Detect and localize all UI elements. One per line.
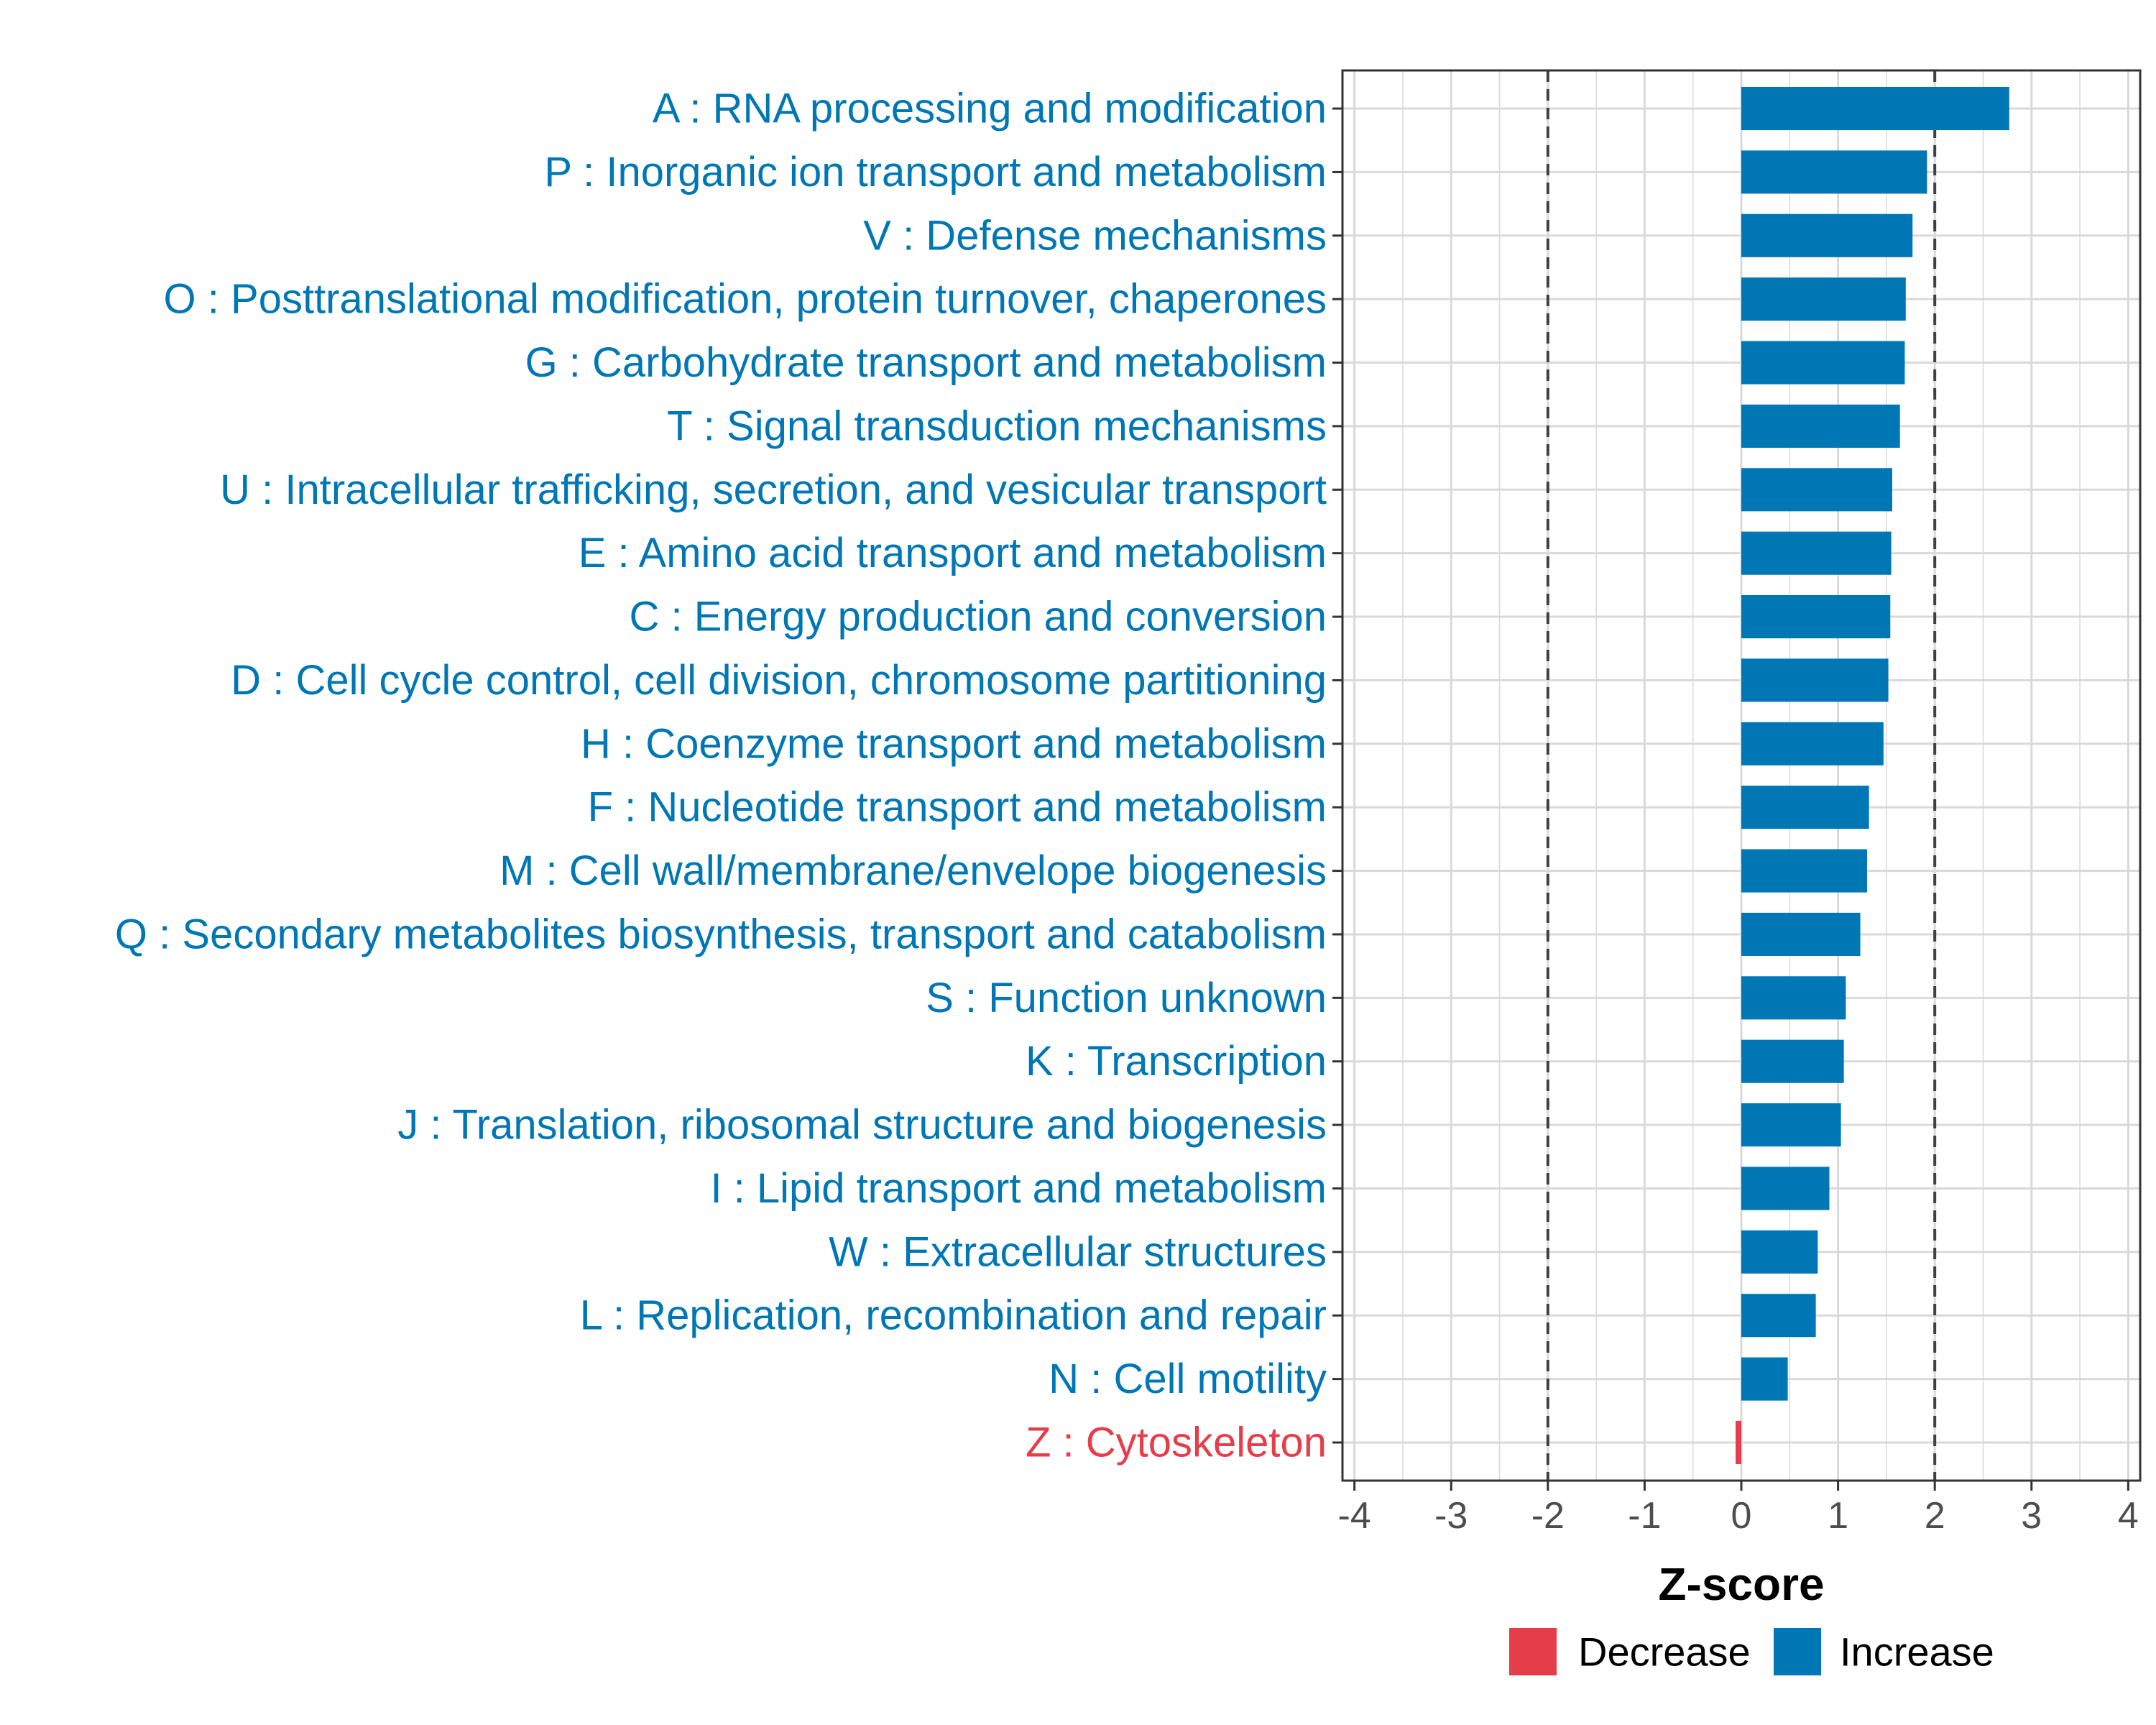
- bar: [1741, 1103, 1841, 1147]
- bar: [1741, 404, 1900, 448]
- y-tick-label: I : Lipid transport and metabolism: [710, 1165, 1327, 1212]
- bar: [1741, 341, 1905, 385]
- legend-swatch-increase: [1774, 1628, 1821, 1675]
- threshold-layer: [1546, 70, 1937, 1481]
- y-tick-label: F : Nucleotide transport and metabolism: [588, 784, 1327, 831]
- y-tick-label: G : Carbohydrate transport and metabolis…: [525, 339, 1327, 386]
- x-tick-label: 3: [2021, 1495, 2042, 1537]
- x-tick-label: -2: [1531, 1495, 1565, 1537]
- bar: [1741, 1039, 1844, 1083]
- bar: [1741, 912, 1861, 956]
- bar: [1741, 658, 1889, 702]
- y-axis: A : RNA processing and modification P : I…: [115, 86, 1342, 1466]
- bar: [1741, 1294, 1816, 1338]
- bar: [1741, 468, 1892, 512]
- y-tick-label: U : Intracellular trafficking, secretion…: [220, 466, 1327, 513]
- y-tick-label: W : Extracellular structures: [829, 1228, 1327, 1275]
- bar: [1741, 86, 2009, 131]
- x-axis: -4 -3 -2 -1 0 1 2 3 4: [1338, 1481, 2139, 1537]
- y-tick-label: Q : Secondary metabolites biosynthesis, …: [115, 911, 1327, 957]
- legend-label-decrease: Decrease: [1578, 1629, 1751, 1675]
- legend-label-increase: Increase: [1840, 1629, 1994, 1675]
- y-tick-label: L : Replication, recombination and repai…: [580, 1292, 1327, 1339]
- y-tick-label: J : Translation, ribosomal structure and…: [397, 1102, 1327, 1149]
- legend: Decrease Increase: [1509, 1628, 1994, 1675]
- y-tick-label: E : Amino acid transport and metabolism: [579, 530, 1327, 576]
- y-tick-label: D : Cell cycle control, cell division, c…: [231, 657, 1327, 704]
- bar: [1741, 786, 1869, 829]
- y-tick-label: T : Signal transduction mechanisms: [667, 402, 1327, 449]
- y-tick-label: A : RNA processing and modification: [653, 86, 1327, 132]
- bar: [1741, 849, 1867, 893]
- y-tick-label: P : Inorganic ion transport and metaboli…: [544, 149, 1327, 196]
- x-tick-label: 2: [1925, 1495, 1945, 1537]
- y-tick-label: S : Function unknown: [926, 975, 1327, 1021]
- bar: [1741, 277, 1906, 321]
- bar: [1736, 1420, 1741, 1465]
- x-tick-label: -1: [1628, 1495, 1661, 1537]
- y-tick-label: N : Cell motility: [1049, 1356, 1327, 1402]
- y-tick-label: H : Coenzyme transport and metabolism: [581, 720, 1327, 767]
- bar: [1741, 1230, 1818, 1274]
- x-tick-label: 0: [1731, 1495, 1752, 1537]
- y-tick-label: C : Energy production and conversion: [630, 594, 1327, 640]
- y-tick-label: V : Defense mechanisms: [863, 212, 1327, 259]
- bar: [1741, 213, 1913, 257]
- x-tick-label: 4: [2118, 1495, 2139, 1537]
- legend-swatch-decrease: [1509, 1628, 1557, 1675]
- bar: [1741, 1357, 1788, 1401]
- y-tick-label: K : Transcription: [1026, 1038, 1327, 1085]
- bar: [1741, 722, 1884, 765]
- bar: [1741, 531, 1892, 575]
- y-tick-label: M : Cell wall/membrane/envelope biogenes…: [499, 847, 1327, 894]
- bar: [1741, 976, 1846, 1020]
- x-tick-label: -3: [1434, 1495, 1468, 1537]
- x-tick-label: -4: [1338, 1495, 1371, 1537]
- y-tick-label: O : Posttranslational modification, prot…: [164, 276, 1327, 323]
- bar: [1741, 150, 1927, 194]
- y-tick-label: Z : Cytoskeleton: [1026, 1419, 1327, 1466]
- bar: [1741, 595, 1891, 639]
- bar: [1741, 1167, 1830, 1210]
- x-axis-title: Z-score: [1658, 1558, 1824, 1610]
- bar-layer: [1736, 86, 2009, 1465]
- x-tick-label: 1: [1828, 1495, 1848, 1537]
